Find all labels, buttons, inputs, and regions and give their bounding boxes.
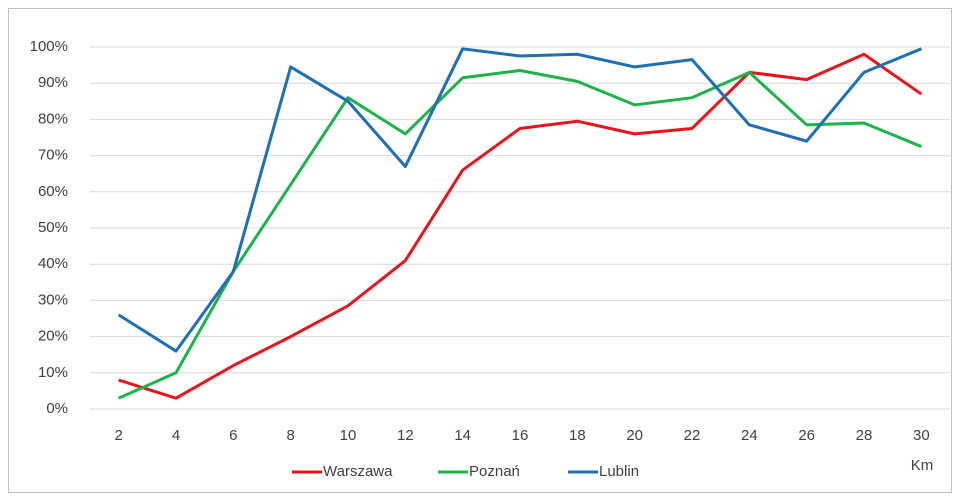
y-tick-label: 10% — [38, 364, 68, 381]
y-tick-label: 50% — [38, 219, 68, 236]
legend-label: Warszawa — [323, 463, 393, 480]
x-tick-label: 2 — [114, 427, 122, 444]
x-tick-label: 8 — [286, 427, 294, 444]
x-tick-label: 12 — [397, 427, 414, 444]
y-tick-label: 60% — [38, 183, 68, 200]
x-tick-label: 24 — [741, 427, 758, 444]
legend-label: Lublin — [599, 463, 639, 480]
x-axis-label: Km — [911, 457, 934, 474]
series-line — [118, 52, 923, 400]
y-tick-label: 40% — [38, 255, 68, 272]
series-line — [118, 69, 922, 400]
x-tick-label: 26 — [798, 427, 815, 444]
x-tick-label: 28 — [856, 427, 873, 444]
y-tick-label: 30% — [38, 291, 68, 308]
y-tick-label: 70% — [38, 147, 68, 164]
x-tick-label: 6 — [229, 427, 237, 444]
x-tick-label: 10 — [340, 427, 357, 444]
legend-label: Poznań — [469, 463, 520, 480]
series-line — [117, 47, 922, 353]
x-tick-label: 30 — [913, 427, 930, 444]
y-tick-label: 90% — [38, 74, 68, 91]
x-tick-label: 18 — [569, 427, 586, 444]
x-tick-label: 20 — [626, 427, 643, 444]
x-tick-label: 14 — [454, 427, 471, 444]
x-tick-label: 22 — [684, 427, 701, 444]
y-tick-label: 80% — [38, 110, 68, 127]
x-tick-label: 4 — [172, 427, 180, 444]
y-tick-label: 0% — [46, 400, 68, 417]
x-tick-label: 16 — [512, 427, 529, 444]
y-tick-label: 20% — [38, 328, 68, 345]
chart-frame — [8, 8, 952, 493]
y-tick-label: 100% — [30, 38, 68, 55]
